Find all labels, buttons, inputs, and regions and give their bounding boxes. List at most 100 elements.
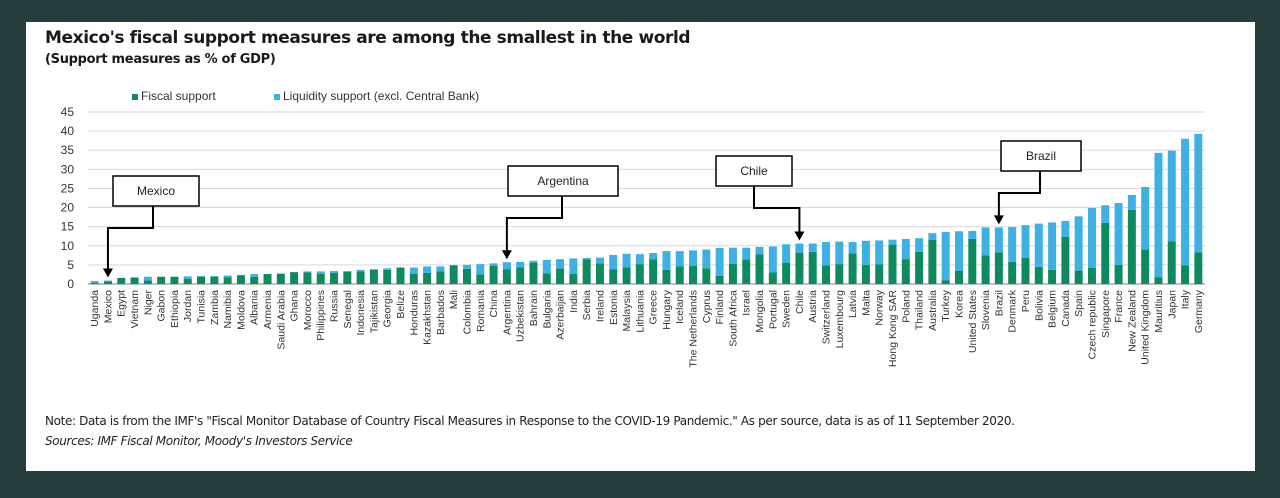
bar-fiscal	[635, 264, 644, 284]
x-tick-label: Italy	[1180, 289, 1192, 309]
y-tick-label: 25	[61, 181, 75, 195]
bar-fiscal	[848, 253, 857, 284]
bar-fiscal	[143, 280, 152, 284]
bar-fiscal	[356, 271, 365, 284]
bar-liquidity	[635, 254, 644, 265]
bar-fiscal	[941, 280, 950, 284]
x-tick-label: Korea	[953, 290, 965, 318]
y-tick-label: 20	[61, 201, 75, 215]
annotation-leader	[505, 196, 563, 252]
bar-liquidity	[143, 276, 152, 281]
bar-fiscal	[263, 274, 272, 284]
x-tick-label: United States	[967, 290, 979, 353]
x-tick-label: Portugal	[767, 290, 779, 329]
annotation-arrowhead-icon	[794, 231, 805, 241]
x-tick-label: Namibia	[222, 290, 234, 329]
bar-fiscal	[117, 277, 126, 284]
bar-liquidity	[409, 267, 418, 274]
bar-fiscal	[1008, 261, 1017, 284]
legend-label-liquidity: Liquidity support (excl. Central Bank)	[283, 89, 480, 103]
bar-liquidity	[994, 227, 1003, 253]
bar-liquidity	[489, 263, 498, 266]
bar-fiscal	[223, 277, 232, 284]
annotation-box	[1000, 140, 1082, 172]
bar-liquidity	[901, 238, 910, 260]
bar-fiscal	[183, 279, 192, 284]
bar-liquidity	[662, 251, 671, 270]
bar-liquidity	[197, 275, 206, 277]
x-tick-label: Niger	[142, 289, 154, 315]
bar-fiscal	[609, 269, 618, 284]
bar-fiscal	[383, 269, 392, 284]
bar-liquidity	[955, 231, 963, 271]
bar-fiscal	[981, 255, 990, 284]
x-tick-label: Morocco	[302, 290, 314, 330]
bar-fiscal	[888, 244, 897, 284]
bar-fiscal	[423, 272, 432, 284]
bar-liquidity	[516, 261, 525, 268]
bar-liquidity	[502, 262, 511, 270]
x-tick-label: Uganda	[89, 290, 101, 327]
bar-fiscal	[290, 272, 299, 284]
bar-liquidity	[476, 264, 485, 275]
bar-fiscal	[330, 272, 338, 284]
x-tick-label: Mongolia	[754, 290, 766, 333]
bar-liquidity	[1087, 207, 1096, 268]
bar-liquidity	[808, 243, 817, 252]
x-tick-label: Bulgaria	[541, 290, 553, 329]
x-tick-label: Egypt	[116, 290, 128, 317]
bar-liquidity	[183, 276, 192, 280]
bar-fiscal	[449, 265, 458, 284]
bar-fiscal	[303, 272, 312, 284]
y-tick-label: 0	[67, 277, 74, 291]
bar-fiscal	[436, 271, 445, 284]
bar-fiscal	[316, 273, 325, 284]
bar-fiscal	[689, 266, 698, 284]
x-tick-label: Thailand	[914, 290, 926, 330]
bar-fiscal	[702, 268, 711, 284]
bar-fiscal	[409, 273, 418, 284]
x-tick-label: Gabon	[156, 290, 168, 322]
bar-liquidity	[755, 246, 764, 255]
legend-swatch-liquidity	[274, 93, 280, 100]
x-tick-label: Hungary	[661, 289, 673, 329]
bar-fiscal	[755, 254, 764, 284]
x-tick-label: Switzerland	[821, 290, 833, 344]
bar-fiscal	[1074, 270, 1083, 284]
x-tick-label: Turkey	[940, 289, 952, 321]
x-tick-label: Iceland	[674, 290, 686, 324]
x-tick-label: New Zealand	[1126, 290, 1138, 352]
bar-fiscal	[103, 281, 112, 284]
bar-fiscal	[915, 251, 924, 284]
bar-fiscal	[1194, 252, 1203, 284]
bar-liquidity	[728, 247, 737, 264]
chart-title: Mexico's fiscal support measures are amo…	[45, 28, 691, 48]
bar-fiscal	[556, 268, 565, 284]
bar-liquidity	[436, 266, 445, 272]
x-tick-label: Mali	[448, 290, 460, 309]
bar-fiscal	[742, 259, 751, 284]
x-tick-label: Germany	[1193, 289, 1205, 333]
bar-liquidity	[542, 259, 551, 274]
x-tick-label: China	[488, 290, 500, 318]
x-tick-label: Chile	[794, 290, 806, 314]
x-tick-label: Canada	[1060, 290, 1072, 327]
bar-fiscal	[1021, 258, 1030, 284]
bar-liquidity	[1127, 194, 1136, 210]
bar-liquidity	[529, 260, 538, 263]
bar-fiscal	[197, 276, 206, 284]
bar-fiscal	[502, 269, 511, 284]
bar-fiscal	[542, 273, 551, 284]
bar-liquidity	[768, 246, 777, 273]
x-tick-label: Tunisia	[196, 290, 208, 324]
bar-fiscal	[569, 273, 578, 284]
bar-fiscal	[1114, 264, 1123, 284]
x-tick-label: Malaysia	[621, 290, 633, 332]
bar-fiscal	[130, 277, 139, 284]
bar-liquidity	[423, 266, 432, 273]
x-tick-label: Luxembourg	[834, 290, 846, 349]
x-tick-label: Ireland	[594, 290, 606, 322]
bar-fiscal	[276, 273, 285, 284]
bar-fiscal	[462, 268, 471, 284]
bar-liquidity	[1194, 133, 1203, 253]
